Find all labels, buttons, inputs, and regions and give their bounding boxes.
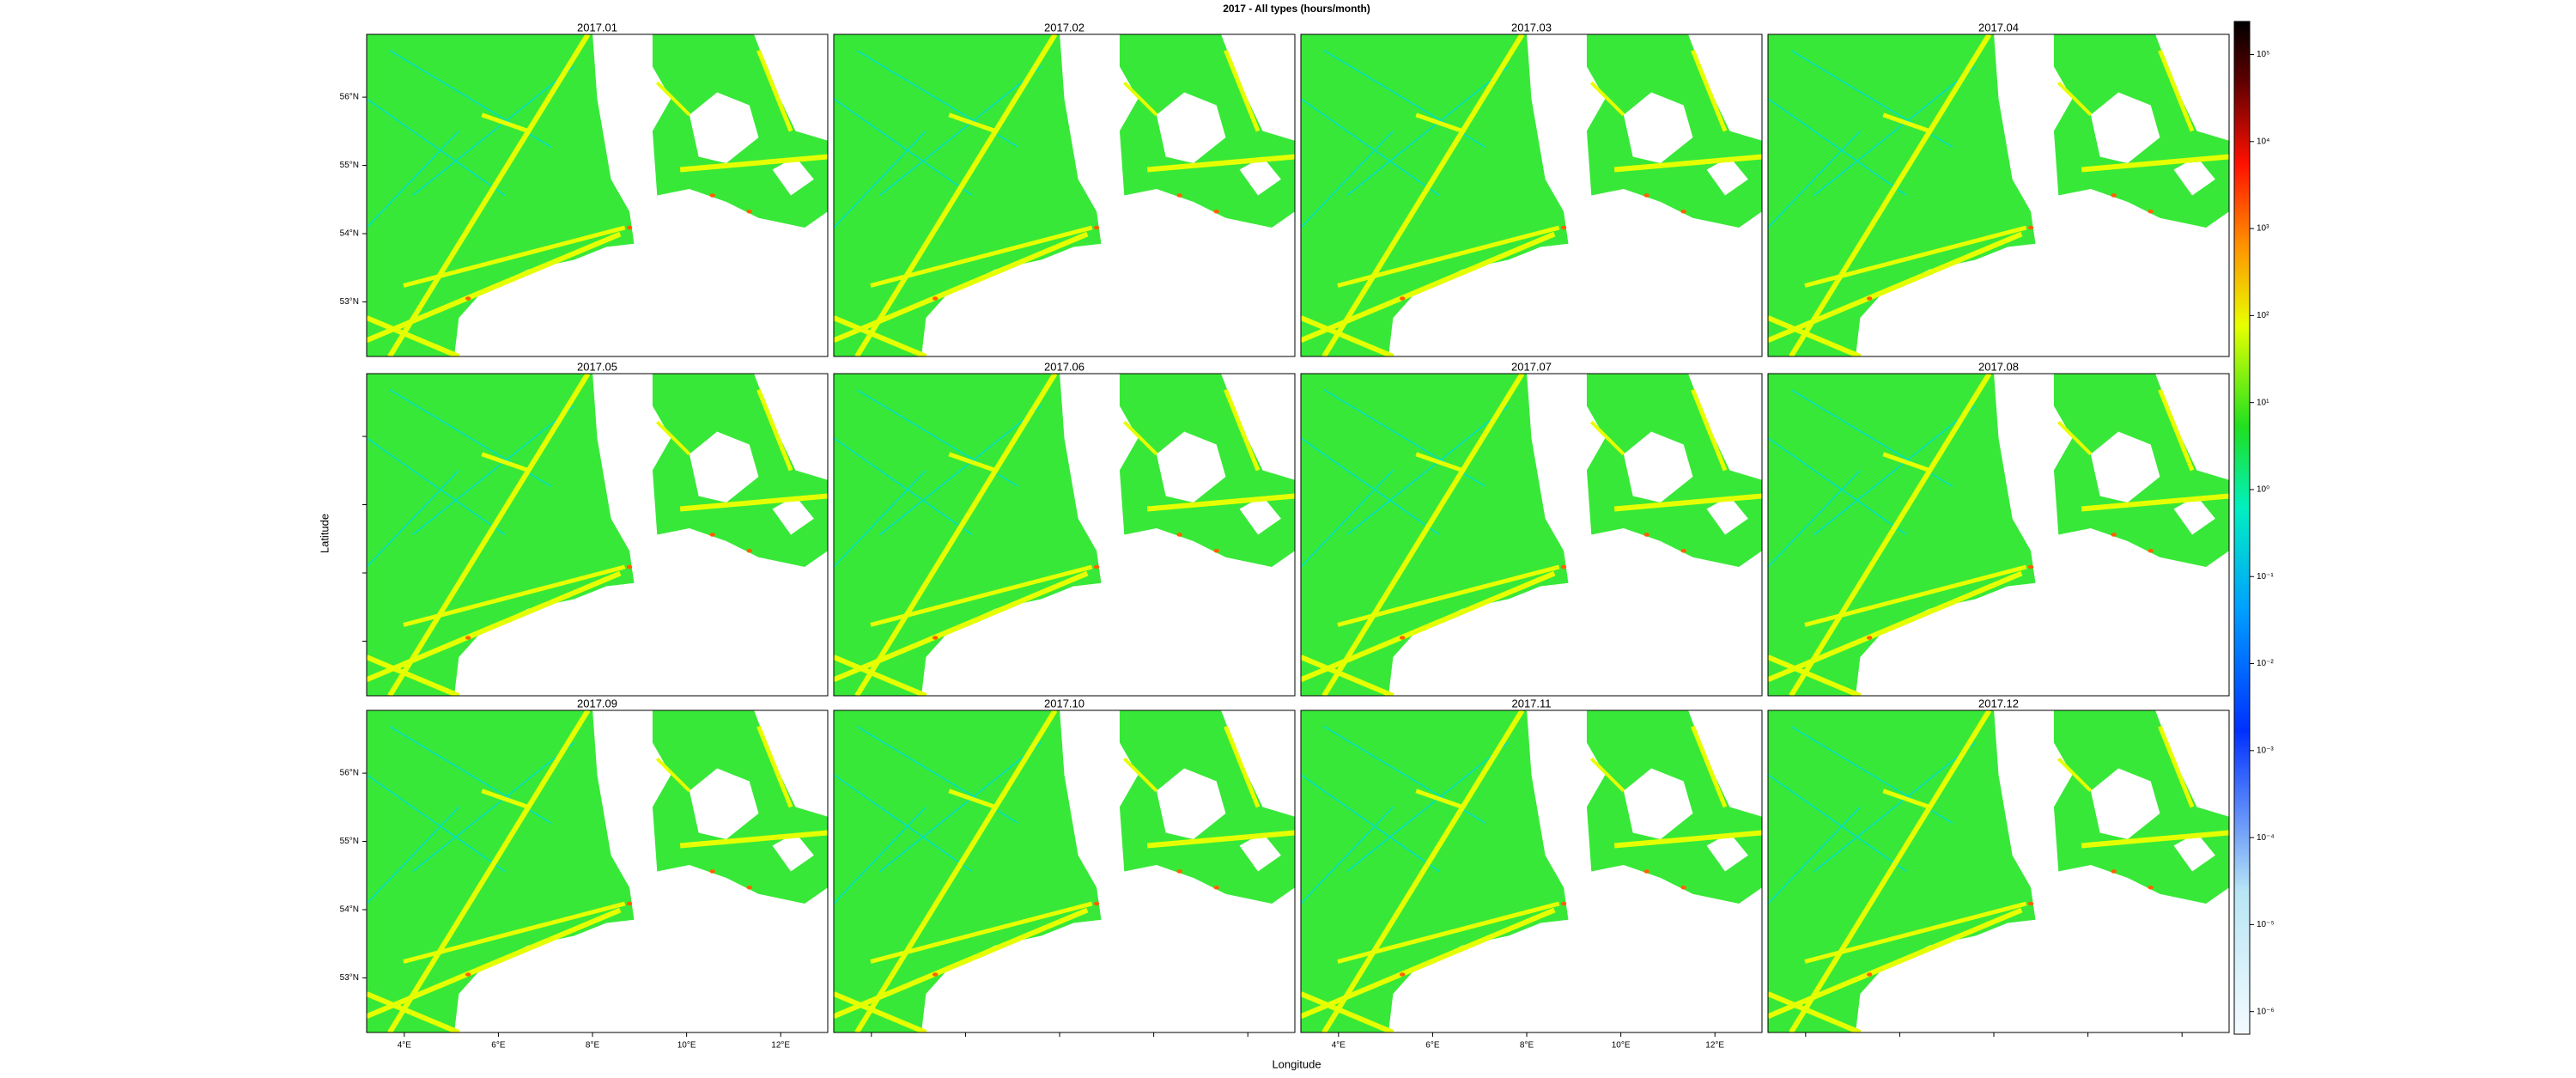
- colorbar-tick-label: 10⁻³: [2257, 746, 2274, 755]
- x-tick-label: 4°E: [1332, 1041, 1346, 1051]
- colorbar-tick-label: 10⁰: [2257, 485, 2269, 495]
- y-tick-label: 56°N: [340, 93, 359, 102]
- x-tick-label: 4°E: [398, 1041, 412, 1051]
- panel-title: 2017.05: [577, 360, 617, 373]
- panel-border: [366, 710, 829, 1033]
- panel-border: [366, 373, 829, 697]
- density-map: [1301, 34, 1762, 356]
- colorbar-tick-label: 10²: [2257, 311, 2269, 320]
- density-map: [367, 710, 828, 1032]
- colorbar-tick-label: 10³: [2257, 224, 2269, 234]
- y-axis-label: Latitude: [318, 514, 331, 553]
- map-panel: [1301, 374, 1762, 696]
- density-map: [834, 374, 1295, 696]
- panel-border: [833, 373, 1296, 697]
- density-map: [834, 34, 1295, 356]
- x-axis-label: Longitude: [1272, 1057, 1321, 1070]
- panel-border: [833, 710, 1296, 1033]
- colorbar-tick-label: 10⁻⁴: [2257, 833, 2275, 843]
- colorbar-tick-label: 10⁻²: [2257, 659, 2274, 668]
- map-panel: [367, 374, 828, 696]
- density-map: [367, 374, 828, 696]
- map-panel: [1301, 710, 1762, 1032]
- panel-border: [1767, 373, 2230, 697]
- x-tick-label: 8°E: [586, 1041, 600, 1051]
- colorbar-tick-label: 10⁻⁶: [2257, 1007, 2275, 1016]
- y-tick-label: 55°N: [340, 161, 359, 170]
- panel-title: 2017.01: [577, 21, 617, 33]
- y-tick-label: 56°N: [340, 769, 359, 778]
- map-panel: [1768, 34, 2229, 356]
- y-tick-label: 55°N: [340, 837, 359, 846]
- colorbar-tick-label: 10⁴: [2257, 137, 2269, 146]
- panel-title: 2017.04: [1978, 21, 2019, 33]
- panel-title: 2017.07: [1511, 360, 1552, 373]
- panel-title: 2017.10: [1044, 697, 1084, 710]
- map-panel: [367, 710, 828, 1032]
- panel-border: [1767, 710, 2230, 1033]
- x-tick-label: 6°E: [491, 1041, 506, 1051]
- panel-title: 2017.09: [577, 697, 617, 710]
- panel-border: [1300, 373, 1763, 697]
- map-panel: [1301, 34, 1762, 356]
- panel-border: [1300, 33, 1763, 357]
- map-panel: [367, 34, 828, 356]
- map-panel: [1768, 374, 2229, 696]
- panel-border: [366, 33, 829, 357]
- y-tick-label: 53°N: [340, 973, 359, 983]
- panel-title: 2017.06: [1044, 360, 1084, 373]
- colorbar: [2233, 21, 2251, 1035]
- y-tick-label: 54°N: [340, 229, 359, 239]
- x-tick-label: 12°E: [1705, 1041, 1724, 1051]
- map-panel: [834, 34, 1295, 356]
- x-tick-label: 6°E: [1425, 1041, 1440, 1051]
- x-tick-label: 12°E: [771, 1041, 790, 1051]
- panel-border: [1767, 33, 2230, 357]
- density-map: [1768, 34, 2229, 356]
- x-tick-label: 10°E: [1612, 1041, 1631, 1051]
- density-map: [834, 710, 1295, 1032]
- figure-title: 2017 - All types (hours/month): [1223, 3, 1370, 15]
- panel-border: [1300, 710, 1763, 1033]
- density-map: [1301, 710, 1762, 1032]
- panel-title: 2017.08: [1978, 360, 2019, 373]
- y-tick-label: 54°N: [340, 905, 359, 915]
- map-panel: [834, 710, 1295, 1032]
- x-tick-label: 10°E: [677, 1041, 696, 1051]
- panel-title: 2017.03: [1511, 21, 1552, 33]
- density-map: [367, 34, 828, 356]
- x-tick-label: 8°E: [1520, 1041, 1534, 1051]
- colorbar-tick-label: 10¹: [2257, 398, 2269, 407]
- map-panel: [834, 374, 1295, 696]
- colorbar-tick-label: 10⁵: [2257, 50, 2269, 59]
- density-map: [1768, 374, 2229, 696]
- colorbar-tick-label: 10⁻⁵: [2257, 920, 2275, 929]
- panel-title: 2017.02: [1044, 21, 1084, 33]
- panel-border: [833, 33, 1296, 357]
- y-tick-label: 53°N: [340, 297, 359, 307]
- density-map: [1768, 710, 2229, 1032]
- panel-title: 2017.11: [1511, 697, 1551, 710]
- colorbar-tick-label: 10⁻¹: [2257, 572, 2274, 582]
- density-map: [1301, 374, 1762, 696]
- map-panel: [1768, 710, 2229, 1032]
- panel-title: 2017.12: [1978, 697, 2019, 710]
